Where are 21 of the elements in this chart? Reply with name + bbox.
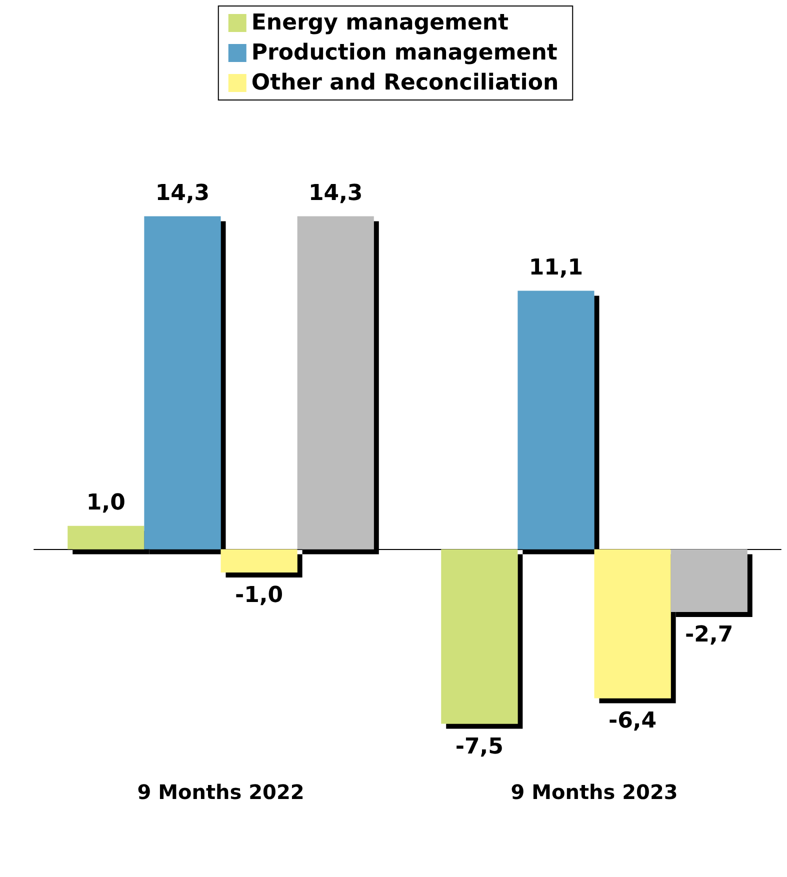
data-label: 14,3	[155, 180, 210, 206]
bar	[441, 549, 518, 724]
data-label: -1,0	[234, 582, 284, 608]
legend-label: Production management	[251, 40, 558, 66]
bar	[594, 549, 671, 698]
data-label: -6,4	[608, 708, 657, 734]
legend-label: Other and Reconciliation	[251, 70, 559, 96]
bar	[297, 216, 374, 550]
x-tick-label: 9 Months 2023	[510, 780, 678, 804]
bar	[144, 216, 221, 550]
bar	[68, 526, 144, 550]
data-label: 11,1	[528, 255, 584, 280]
x-tick-label: 9 Months 2022	[137, 780, 304, 804]
data-label: 14,3	[308, 180, 363, 206]
bar	[518, 290, 594, 550]
data-label: 1,0	[86, 490, 126, 516]
bar	[220, 549, 298, 572]
data-label: -2,7	[685, 622, 734, 648]
legend-label: Energy management	[251, 10, 510, 36]
data-label: -7,5	[455, 734, 504, 760]
bar	[670, 549, 748, 612]
